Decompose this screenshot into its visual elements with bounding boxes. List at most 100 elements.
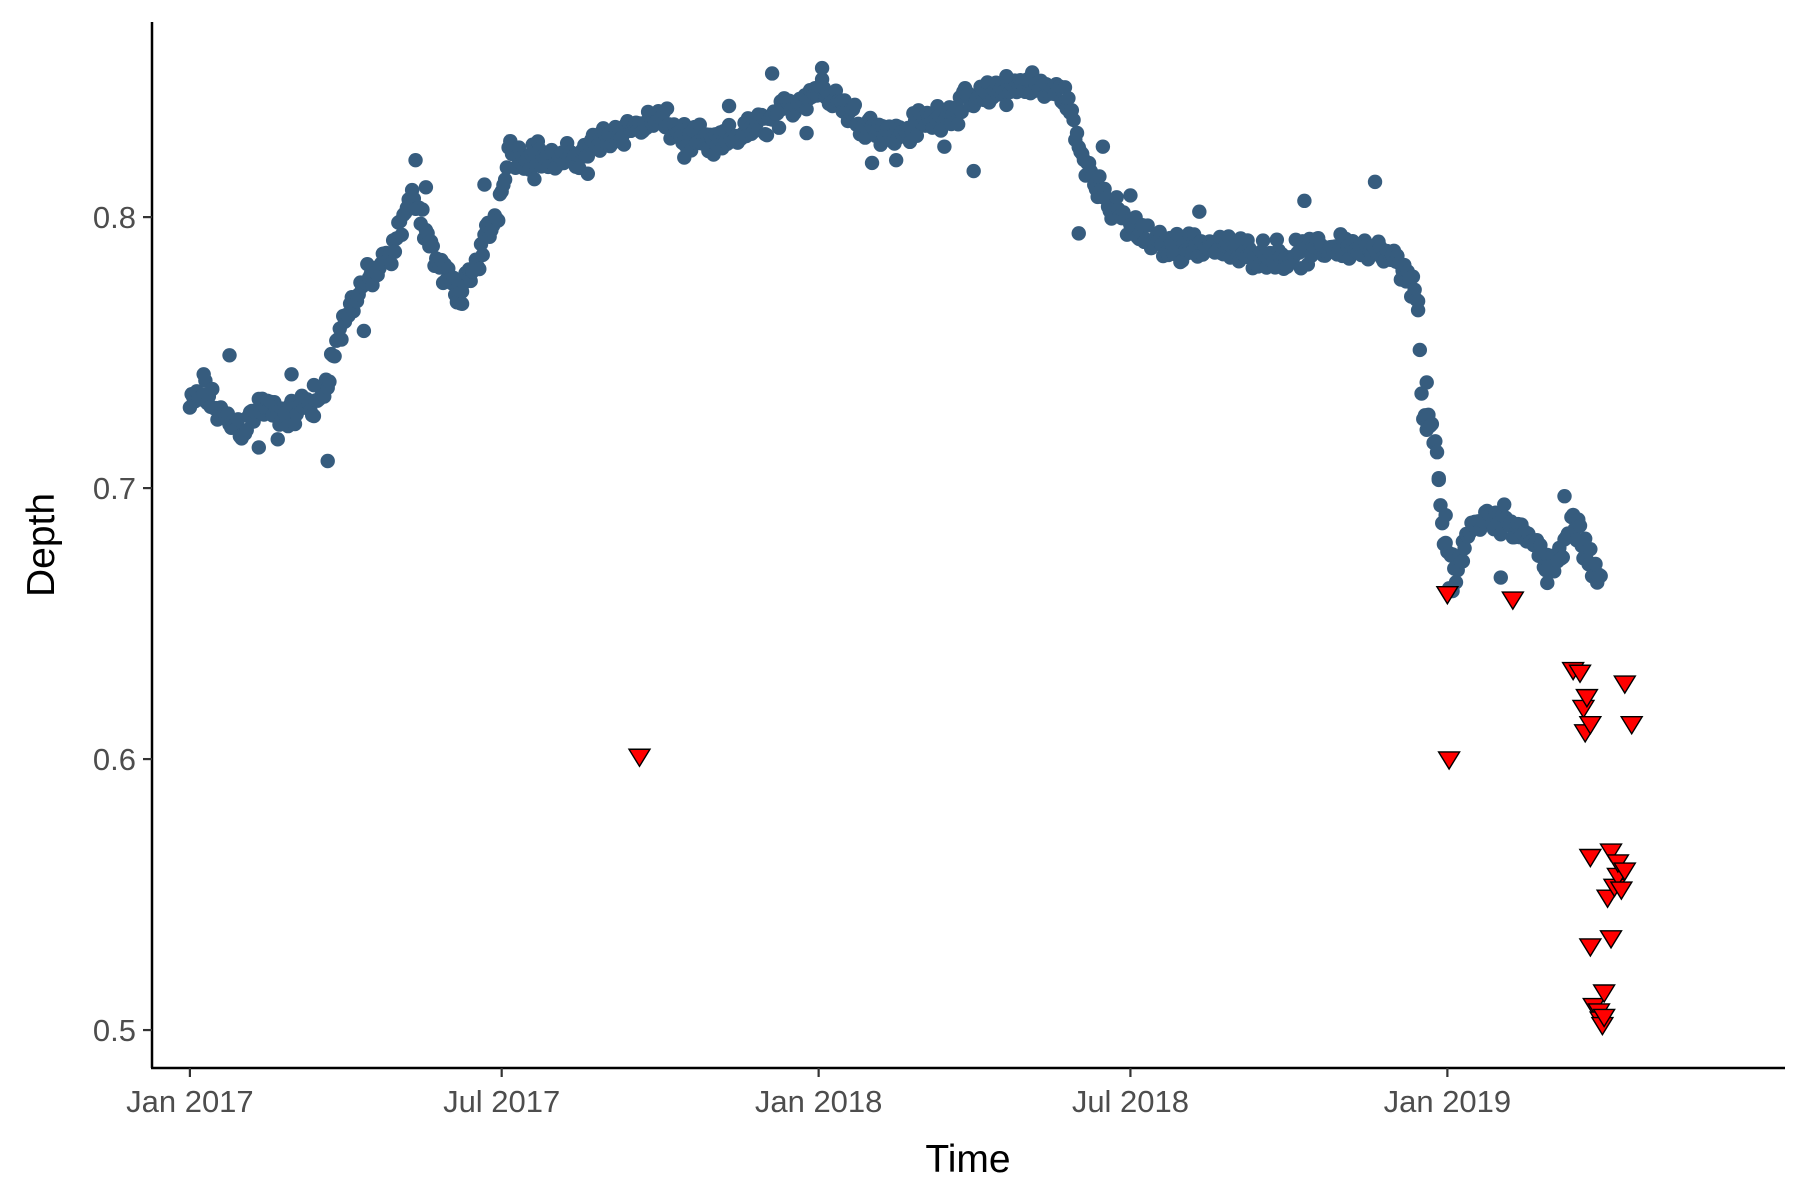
data-point: [721, 98, 737, 114]
data-point: [196, 367, 211, 382]
x-axis-ticks: Jan 2017 Jul 2017 Jan 2018 Jul 2018 Jan 2019: [126, 1068, 1511, 1119]
y-tick-label: 0.8: [93, 200, 136, 235]
y-axis-ticks: 0.5 0.6 0.7 0.8: [93, 200, 152, 1048]
data-point-triangle: [1609, 881, 1634, 901]
data-point-triangle: [1575, 688, 1599, 709]
data-point: [580, 149, 596, 164]
x-tick-label: Jan 2017: [126, 1084, 254, 1119]
data-point-triangle: [1619, 716, 1644, 736]
data-point: [418, 180, 434, 195]
data-point-triangle: [1578, 716, 1603, 736]
data-point: [454, 296, 470, 312]
data-point: [799, 125, 814, 141]
data-point: [327, 349, 342, 364]
data-point: [320, 453, 335, 469]
data-point-triangle: [627, 748, 652, 768]
data-point: [408, 153, 423, 168]
data-point: [415, 202, 430, 217]
data-point: [1438, 507, 1453, 523]
data-point: [1457, 541, 1472, 556]
data-point: [580, 166, 596, 181]
data-point: [677, 150, 692, 165]
data-point: [1092, 169, 1107, 184]
data-point: [771, 120, 787, 135]
data-point: [1123, 188, 1138, 203]
data-point: [1557, 489, 1572, 504]
data-point-triangle: [1578, 938, 1603, 958]
data-point: [1071, 226, 1086, 241]
data-point: [659, 101, 675, 116]
data-point-triangle: [1501, 591, 1525, 611]
data-point: [616, 137, 632, 152]
data-point: [966, 163, 981, 179]
y-tick-label: 0.5: [93, 1013, 136, 1048]
axes: Jan 2017 Jul 2017 Jan 2018 Jul 2018 Jan 2019…: [93, 22, 1785, 1119]
data-point: [1424, 416, 1440, 432]
data-point: [425, 238, 440, 254]
data-point: [465, 264, 480, 279]
data-point: [1455, 554, 1471, 569]
data-point: [477, 177, 492, 192]
data-point: [1297, 193, 1312, 209]
data-point-triangle: [1599, 930, 1623, 950]
y-axis-title: Depth: [20, 493, 63, 597]
data-point: [1497, 497, 1512, 512]
data-point: [1412, 342, 1428, 358]
data-point: [497, 172, 513, 187]
data-point-triangle: [1578, 848, 1603, 868]
data-point: [251, 440, 266, 455]
data-point: [1109, 190, 1124, 205]
data-point: [937, 139, 952, 154]
data-point: [1493, 570, 1508, 585]
data-point: [1555, 550, 1570, 565]
data-point-triangle: [1571, 699, 1596, 719]
data-point: [322, 374, 337, 389]
data-point: [909, 128, 925, 143]
data-point: [306, 377, 322, 393]
data-point: [1572, 518, 1588, 533]
data-point: [1061, 91, 1076, 106]
data-point: [1057, 80, 1073, 95]
data-point: [284, 367, 299, 382]
y-tick-label: 0.6: [93, 742, 136, 777]
data-point-triangle: [1599, 843, 1623, 863]
data-point: [1140, 218, 1155, 233]
data-point: [491, 213, 506, 228]
data-point: [1431, 472, 1446, 488]
data-point: [394, 227, 409, 243]
data-point: [888, 153, 904, 168]
data-point: [721, 117, 737, 133]
data-point: [387, 244, 403, 259]
data-point: [814, 60, 830, 76]
data-point: [1593, 568, 1608, 584]
data-point: [1405, 269, 1421, 284]
data-point-triangle: [1613, 675, 1637, 695]
data-point: [1540, 575, 1555, 591]
x-axis-title: Time: [925, 1138, 1010, 1181]
data-point-triangle: [1435, 585, 1460, 606]
data-point: [999, 68, 1014, 84]
data-point-triangle: [1613, 862, 1637, 882]
data-point: [1066, 112, 1081, 128]
data-point: [1255, 233, 1271, 248]
x-tick-label: Jul 2017: [443, 1084, 560, 1119]
data-point: [1583, 541, 1598, 557]
data-point: [205, 381, 220, 397]
data-point-triangle: [1592, 984, 1616, 1004]
data-point: [1410, 293, 1426, 309]
data-point: [1269, 232, 1285, 247]
data-point: [999, 97, 1014, 113]
data-point: [270, 432, 285, 447]
data-point: [384, 256, 399, 272]
data-point: [306, 408, 322, 424]
data-point: [1069, 125, 1085, 141]
y-tick-label: 0.7: [93, 471, 136, 506]
data-point: [950, 117, 966, 132]
data-point-triangle: [1568, 664, 1592, 684]
data-point: [764, 66, 780, 81]
data-point: [759, 127, 775, 143]
data-point: [1419, 375, 1434, 390]
data-point: [1095, 139, 1111, 154]
data-point: [475, 247, 490, 263]
